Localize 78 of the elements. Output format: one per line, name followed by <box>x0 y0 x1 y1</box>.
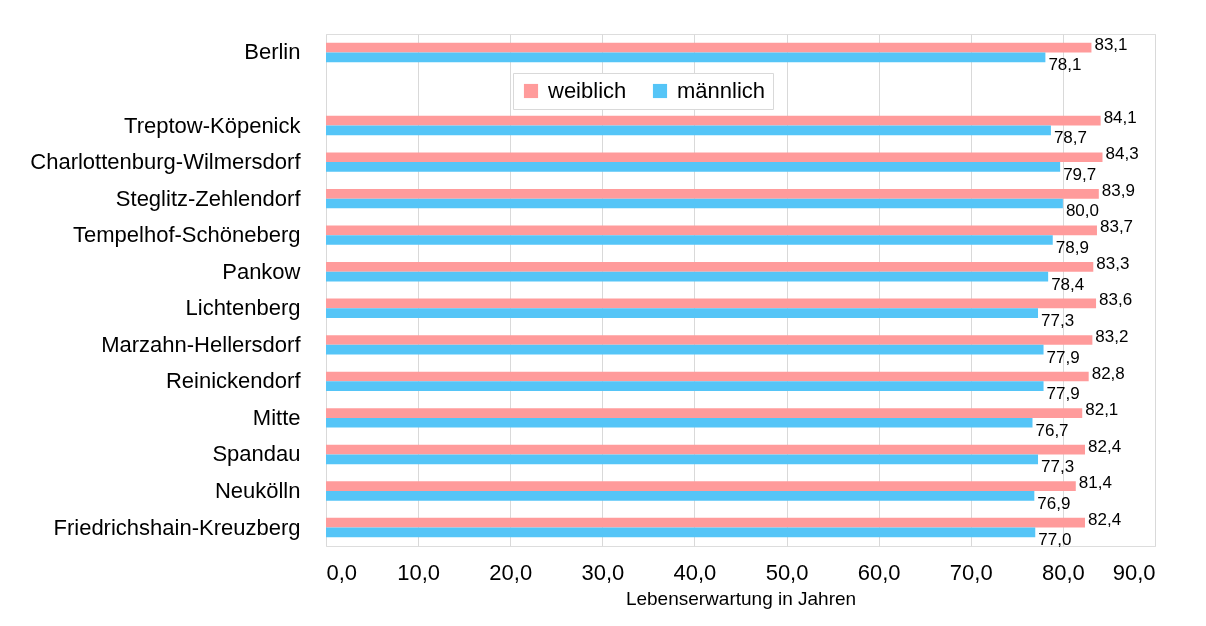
x-tick-label: 80,0 <box>1041 559 1085 585</box>
bar <box>326 152 1103 163</box>
data-label: 82,8 <box>1091 363 1125 383</box>
bar <box>326 125 1051 136</box>
data-label: 81,4 <box>1078 473 1112 493</box>
data-label: 84,3 <box>1105 144 1139 164</box>
data-label: 83,2 <box>1095 326 1129 346</box>
bar <box>326 444 1085 455</box>
data-label: 77,3 <box>1041 457 1075 477</box>
data-label: 78,4 <box>1051 274 1085 294</box>
data-label: 78,7 <box>1053 128 1088 148</box>
x-tick-label: 50,0 <box>765 559 809 585</box>
y-tick-label: Pankow <box>222 258 301 284</box>
bar <box>326 381 1044 392</box>
y-tick-label: Charlottenburg-Wilmersdorf <box>30 149 302 175</box>
bar <box>326 371 1089 382</box>
data-label: 84,1 <box>1103 107 1137 127</box>
bar <box>326 527 1036 538</box>
y-tick-label: Lichtenberg <box>185 295 301 321</box>
data-label: 78,9 <box>1055 238 1089 258</box>
bar <box>326 52 1046 63</box>
bar <box>326 491 1035 501</box>
x-tick-label: 10,0 <box>397 559 441 585</box>
x-tick-label: 60,0 <box>857 559 901 585</box>
y-tick-label: Steglitz-Zehlendorf <box>115 185 302 211</box>
y-tick-label: Tempelhof-Schöneberg <box>73 222 301 248</box>
data-label: 76,7 <box>1035 420 1069 440</box>
bar <box>326 162 1061 172</box>
bar <box>326 271 1049 282</box>
x-tick-label: 30,0 <box>581 559 625 585</box>
y-tick-label: Marzahn-Hellersdorf <box>101 331 302 357</box>
bar <box>326 198 1063 209</box>
y-tick-label: Neukölln <box>214 478 301 503</box>
bar <box>326 335 1093 345</box>
bar <box>326 225 1097 236</box>
bar <box>326 517 1085 528</box>
x-tick-label: 40,0 <box>673 559 717 585</box>
bar <box>326 188 1099 199</box>
x-axis-title: Lebenserwartung in Jahren <box>625 587 857 609</box>
data-label: 77,9 <box>1046 384 1080 404</box>
x-tick-label: 70,0 <box>949 559 993 585</box>
data-label: 82,4 <box>1088 436 1122 456</box>
y-tick-label: Friedrichshain-Kreuzberg <box>53 514 301 540</box>
bar <box>326 115 1101 126</box>
bar <box>326 42 1092 53</box>
data-label: 83,6 <box>1099 290 1133 310</box>
y-tick-label: Mitte <box>252 404 301 430</box>
bar <box>326 454 1039 465</box>
y-tick-label: Berlin <box>244 39 301 65</box>
x-tick-label: 90,0 <box>1112 559 1156 585</box>
bar <box>326 262 1094 272</box>
data-label: 77,0 <box>1038 530 1072 550</box>
legend-label: männlich <box>677 78 766 103</box>
legend-label: weiblich <box>547 78 627 103</box>
data-label: 83,1 <box>1094 34 1128 54</box>
bar <box>326 481 1076 491</box>
data-label: 82,1 <box>1085 400 1119 420</box>
data-label: 76,9 <box>1037 493 1071 513</box>
data-label: 80,0 <box>1065 201 1099 221</box>
bar <box>326 417 1033 428</box>
data-label: 79,7 <box>1063 164 1097 184</box>
data-label: 83,9 <box>1101 180 1135 200</box>
y-tick-label: Treptow-Köpenick <box>124 112 302 138</box>
bar <box>326 408 1083 418</box>
data-label: 78,1 <box>1048 55 1082 75</box>
x-tick-label: 20,0 <box>489 559 533 585</box>
data-label: 77,9 <box>1046 347 1080 367</box>
bar <box>326 308 1039 318</box>
data-label: 82,4 <box>1088 509 1122 529</box>
data-label: 83,7 <box>1099 217 1134 237</box>
bar <box>326 298 1097 309</box>
bar <box>326 344 1044 355</box>
data-label: 77,3 <box>1041 311 1075 331</box>
y-tick-label: Reinickendorf <box>165 368 302 394</box>
data-label: 83,3 <box>1096 253 1130 273</box>
x-tick-label: 0,0 <box>326 559 358 585</box>
y-tick-label: Spandau <box>212 441 301 467</box>
bar <box>326 235 1053 245</box>
